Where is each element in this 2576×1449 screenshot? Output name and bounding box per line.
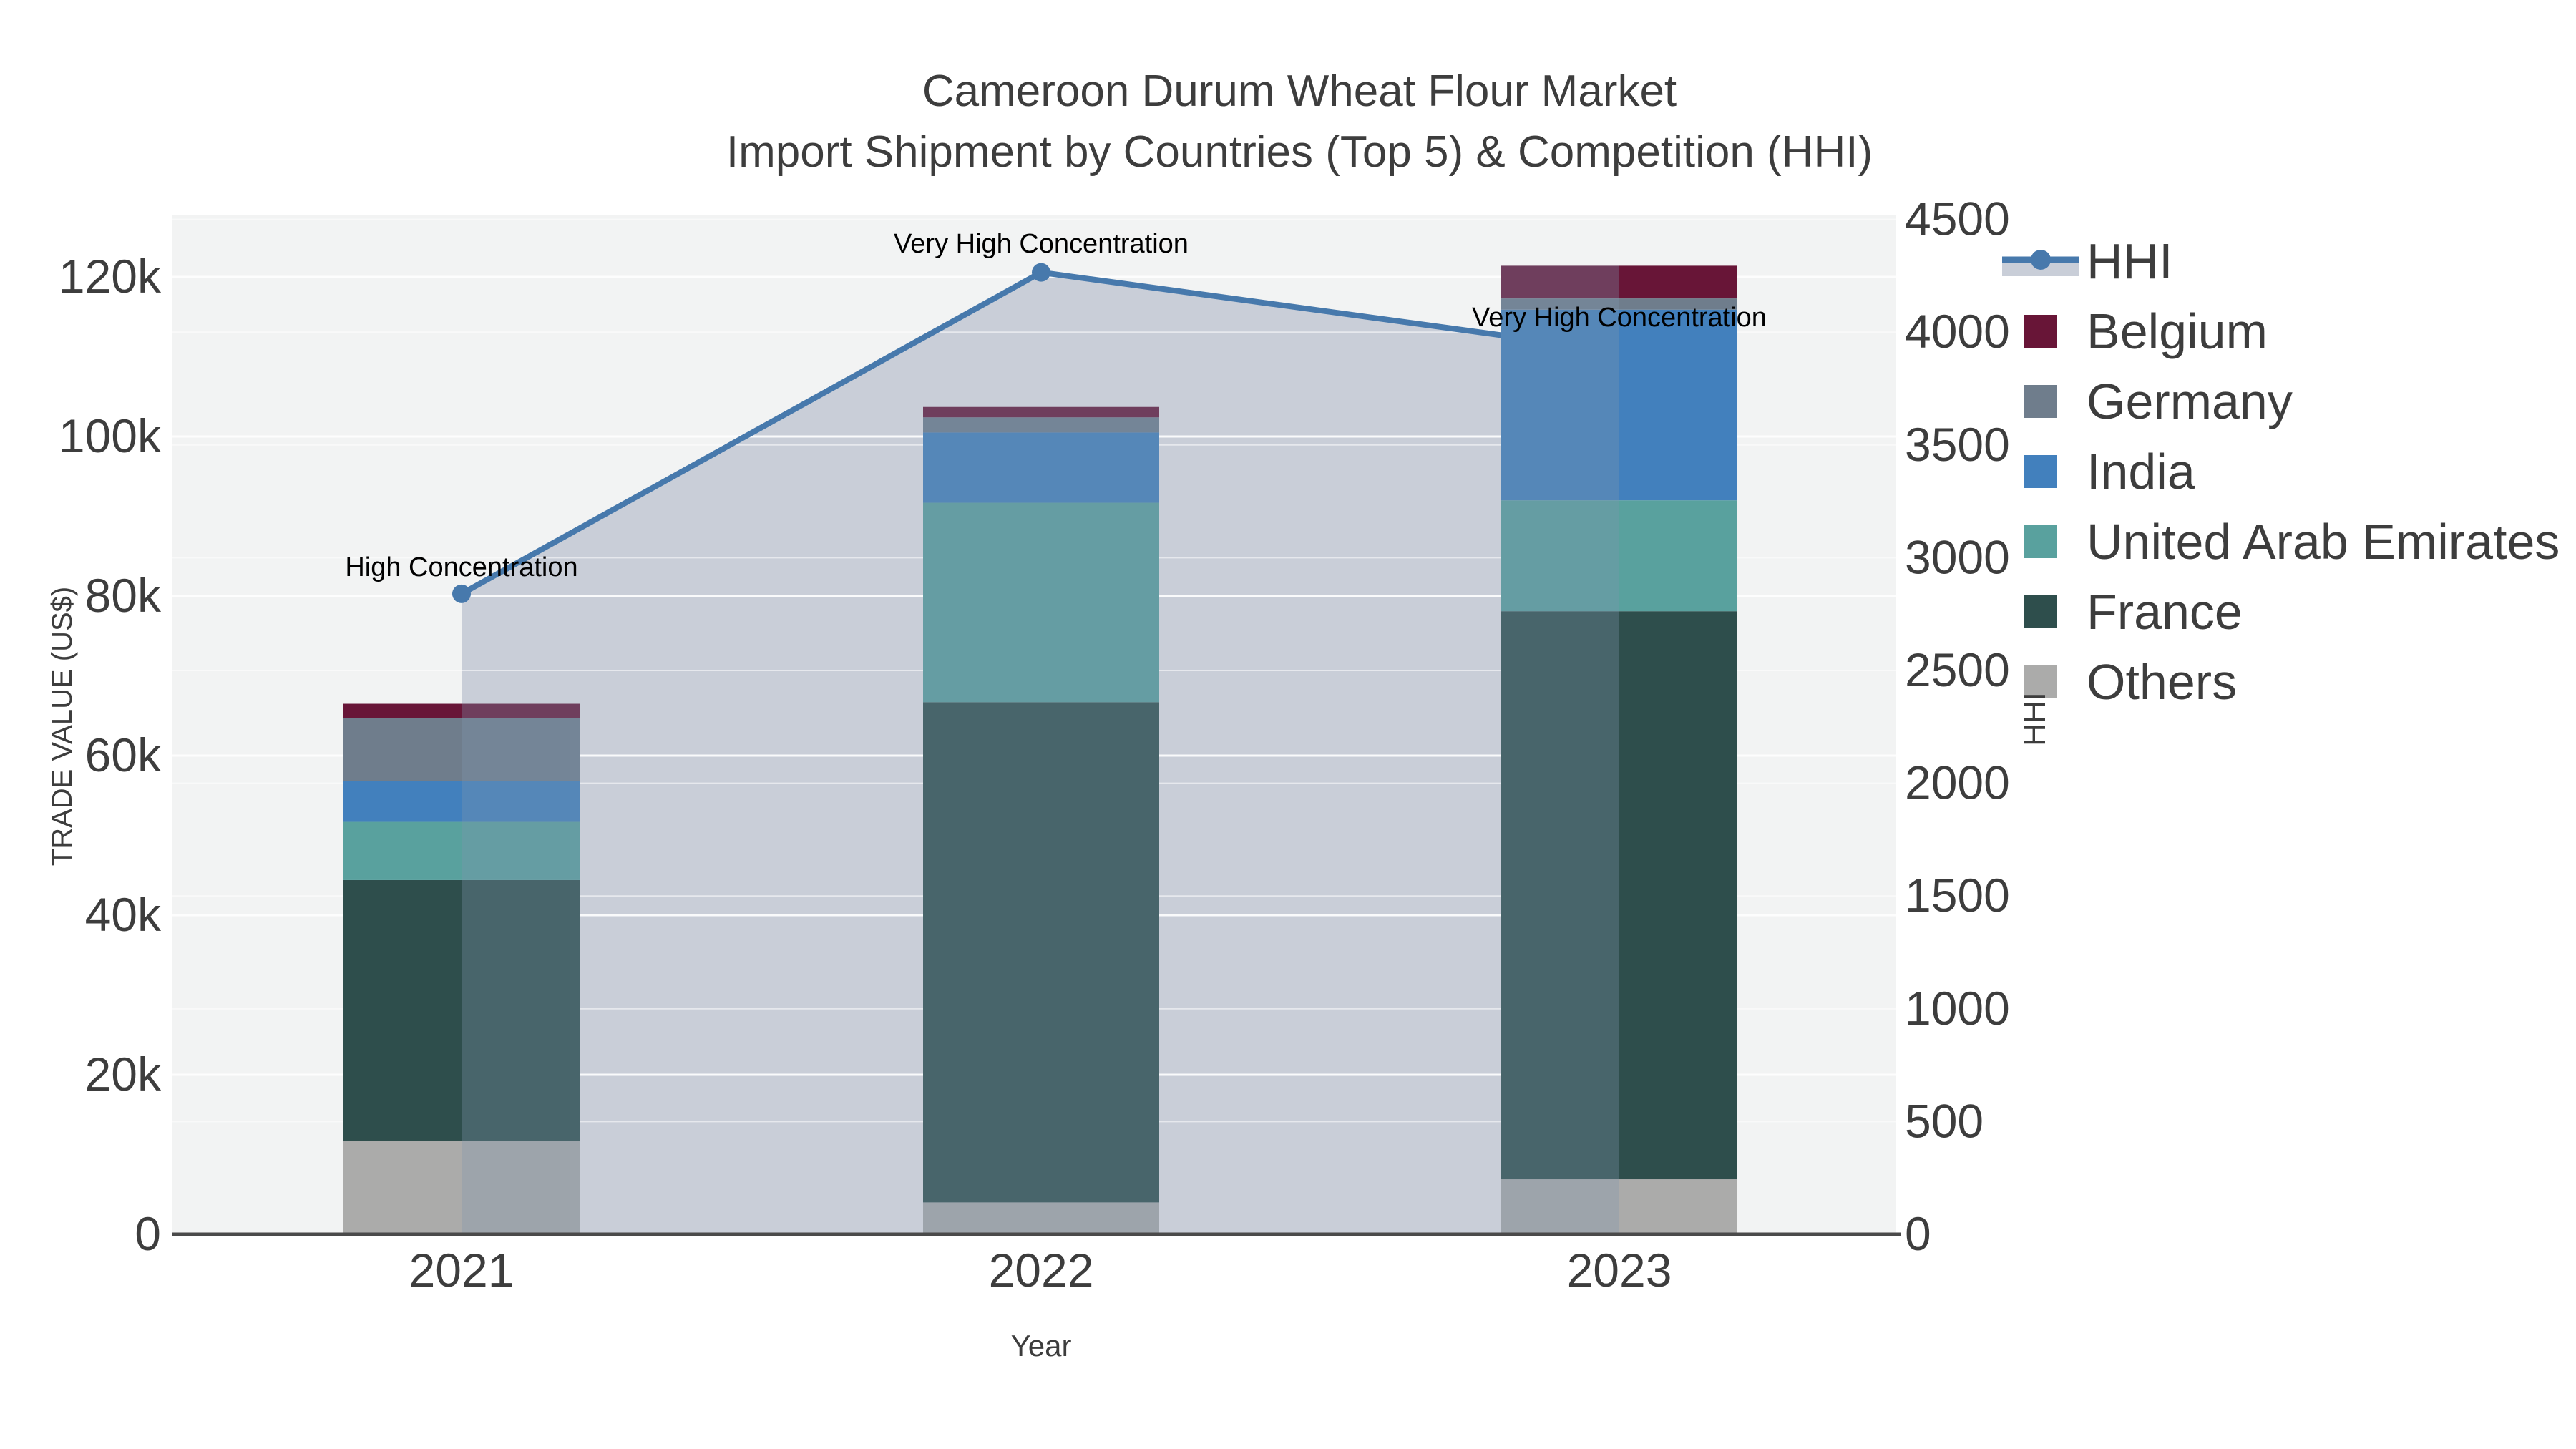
legend-color-swatch: [2024, 595, 2057, 628]
bar-2022-france-right: [1041, 702, 1159, 1203]
legend-item-belgium[interactable]: Belgium: [2024, 303, 2268, 359]
bar-2023-belgium-right: [1619, 265, 1737, 299]
legend-color-swatch: [2024, 455, 2057, 488]
y-right-axis-title: HHI: [2017, 692, 2052, 746]
legend-item-label: Others: [2087, 654, 2237, 710]
hhi-marker: [452, 584, 471, 603]
y-left-tick-label: 80k: [85, 569, 162, 622]
y-right-tick-label: 2000: [1905, 756, 2010, 809]
bar-2022-germany-left: [923, 417, 1041, 433]
bar-2023-india-left: [1501, 309, 1619, 501]
legend-item-hhi[interactable]: HHI: [2002, 233, 2173, 289]
legend-item-germany[interactable]: Germany: [2024, 374, 2293, 429]
legend-item-others[interactable]: Others: [2024, 654, 2237, 710]
bar-2022-united-arab-emirates-right: [1041, 502, 1159, 703]
stacked-bars-layer: [343, 265, 1737, 1234]
y-right-tick-label: 1500: [1905, 869, 2010, 922]
y-left-tick-label: 120k: [59, 250, 162, 303]
legend-color-swatch: [2024, 385, 2057, 418]
tick-labels-layer: 0 20k 40k 60k 80k 100k 120k 0 500 1000 1500 2000 250…: [59, 192, 2010, 1297]
x-tick-label: 2023: [1567, 1244, 1672, 1297]
bar-2022-united-arab-emirates-left: [923, 502, 1041, 703]
y-right-tick-label: 3000: [1905, 530, 2010, 583]
bar-2022-india-left: [923, 432, 1041, 503]
bar-2021-germany-right: [462, 718, 580, 781]
legend-item-label: HHI: [2087, 233, 2173, 289]
legend-color-swatch: [2024, 665, 2057, 698]
bar-2021-others-left: [343, 1141, 462, 1234]
legend-item-label: United Arab Emirates: [2087, 514, 2560, 570]
bar-2021-india-right: [462, 781, 580, 822]
y-right-tick-label: 4500: [1905, 192, 2010, 245]
chart-title-line2: Import Shipment by Countries (Top 5) & C…: [726, 127, 1873, 177]
y-right-tick-label: 0: [1905, 1207, 1931, 1260]
bar-2022-belgium-left: [923, 406, 1041, 418]
bar-2021-united-arab-emirates-left: [343, 821, 462, 880]
hhi-marker: [1032, 263, 1050, 282]
x-tick-label: 2022: [989, 1244, 1094, 1297]
legend-hhi-marker-swatch: [2031, 250, 2051, 270]
y-left-tick-label: 100k: [59, 409, 162, 462]
bar-2022-germany-right: [1041, 417, 1159, 433]
legend-item-label: Germany: [2087, 374, 2293, 429]
bar-2023-india-right: [1619, 309, 1737, 501]
bar-2022-belgium-right: [1041, 406, 1159, 418]
bar-2022-others-right: [1041, 1202, 1159, 1234]
bar-2023-united-arab-emirates-right: [1619, 500, 1737, 612]
bar-2022-others-left: [923, 1202, 1041, 1234]
bar-2023-germany-right: [1619, 298, 1737, 310]
chart-title-line1: Cameroon Durum Wheat Flour Market: [922, 67, 1677, 116]
bar-2023-others-right: [1619, 1179, 1737, 1234]
bar-2023-germany-left: [1501, 298, 1619, 310]
x-axis-title: Year: [1011, 1329, 1072, 1362]
bar-2022-france-left: [923, 702, 1041, 1203]
annotations-layer: High Concentration Very High Concentratio…: [345, 229, 1767, 582]
bar-2022-india-right: [1041, 432, 1159, 503]
y-right-tick-label: 4000: [1905, 305, 2010, 358]
bar-2021-france-left: [343, 879, 462, 1141]
bar-2021-india-left: [343, 781, 462, 822]
y-left-tick-label: 20k: [85, 1048, 162, 1101]
bar-2023-others-left: [1501, 1179, 1619, 1234]
y-right-tick-label: 500: [1905, 1094, 1984, 1147]
legend-item-france[interactable]: France: [2024, 584, 2243, 640]
annotation-2023: Very High Concentration: [1472, 303, 1767, 333]
y-left-tick-label: 60k: [85, 728, 162, 781]
legend-color-swatch: [2024, 315, 2057, 348]
bar-2021-france-right: [462, 879, 580, 1141]
legend-item-label: Belgium: [2087, 303, 2268, 359]
y-left-tick-label: 40k: [85, 888, 162, 941]
y-left-tick-label: 0: [135, 1207, 161, 1260]
bar-2023-france-left: [1501, 611, 1619, 1180]
bar-2023-united-arab-emirates-left: [1501, 500, 1619, 612]
legend-item-label: France: [2087, 584, 2243, 640]
bar-2023-france-right: [1619, 611, 1737, 1180]
bar-2021-germany-left: [343, 718, 462, 781]
legend-item-label: India: [2087, 444, 2195, 499]
legend: HHI Belgium Germany India United Arab Emirat…: [2002, 233, 2560, 710]
y-right-tick-label: 2500: [1905, 643, 2010, 696]
annotation-2021: High Concentration: [345, 552, 577, 582]
legend-color-swatch: [2024, 525, 2057, 558]
bar-2023-belgium-left: [1501, 265, 1619, 299]
annotation-2022: Very High Concentration: [894, 229, 1189, 259]
y-right-tick-label: 1000: [1905, 982, 2010, 1035]
y-right-tick-label: 3500: [1905, 418, 2010, 471]
bar-2021-belgium-right: [462, 703, 580, 718]
bar-2021-others-right: [462, 1141, 580, 1234]
y-left-axis-title: TRADE VALUE (US$): [47, 587, 78, 866]
legend-item-united-arab-emirates[interactable]: United Arab Emirates: [2024, 514, 2560, 570]
bar-2021-united-arab-emirates-right: [462, 821, 580, 880]
bar-2021-belgium-left: [343, 703, 462, 718]
x-tick-label: 2021: [409, 1244, 514, 1297]
legend-item-india[interactable]: India: [2024, 444, 2195, 499]
